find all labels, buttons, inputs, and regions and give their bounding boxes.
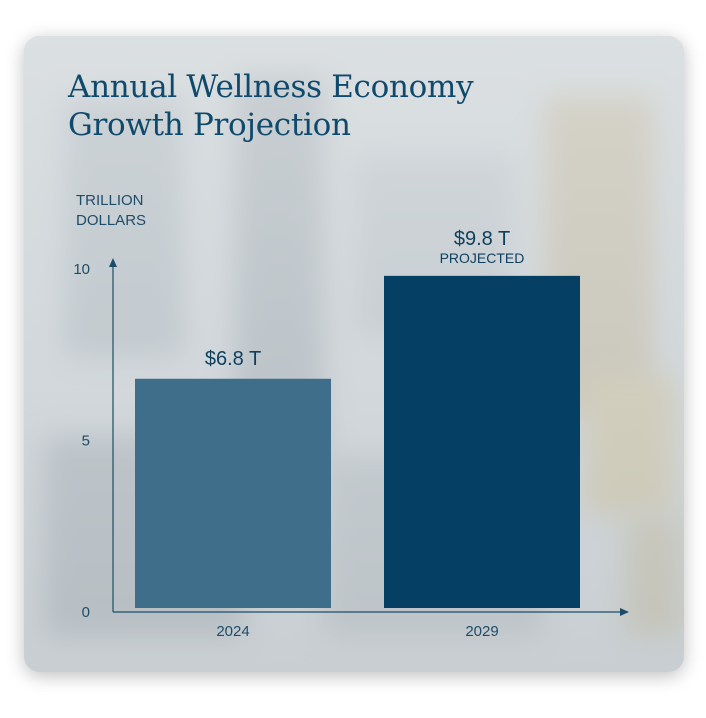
y-tick-label: 0: [82, 604, 90, 621]
y-tick-label: 5: [82, 433, 90, 450]
x-tick-label-2024: 2024: [216, 623, 249, 640]
bar-2029: [384, 275, 580, 608]
y-axis-unit-line1: TRILLION: [76, 192, 144, 209]
value-note-2029: PROJECTED: [440, 250, 525, 266]
value-label-2029: $9.8 T: [454, 228, 510, 250]
chart-card: Annual Wellness Economy Growth Projectio…: [24, 36, 684, 672]
chart-title: Annual Wellness Economy Growth Projectio…: [68, 69, 474, 143]
y-axis-arrow-icon: [109, 258, 117, 267]
bar-2024: [135, 378, 331, 608]
x-axis-arrow-icon: [620, 608, 629, 616]
y-axis-unit-label: TRILLION DOLLARS: [76, 191, 146, 231]
y-tick-label: 10: [73, 261, 90, 278]
x-tick-label-2029: 2029: [465, 623, 498, 640]
value-label-2024: $6.8 T: [205, 348, 261, 370]
y-axis-unit-line2: DOLLARS: [76, 212, 147, 229]
